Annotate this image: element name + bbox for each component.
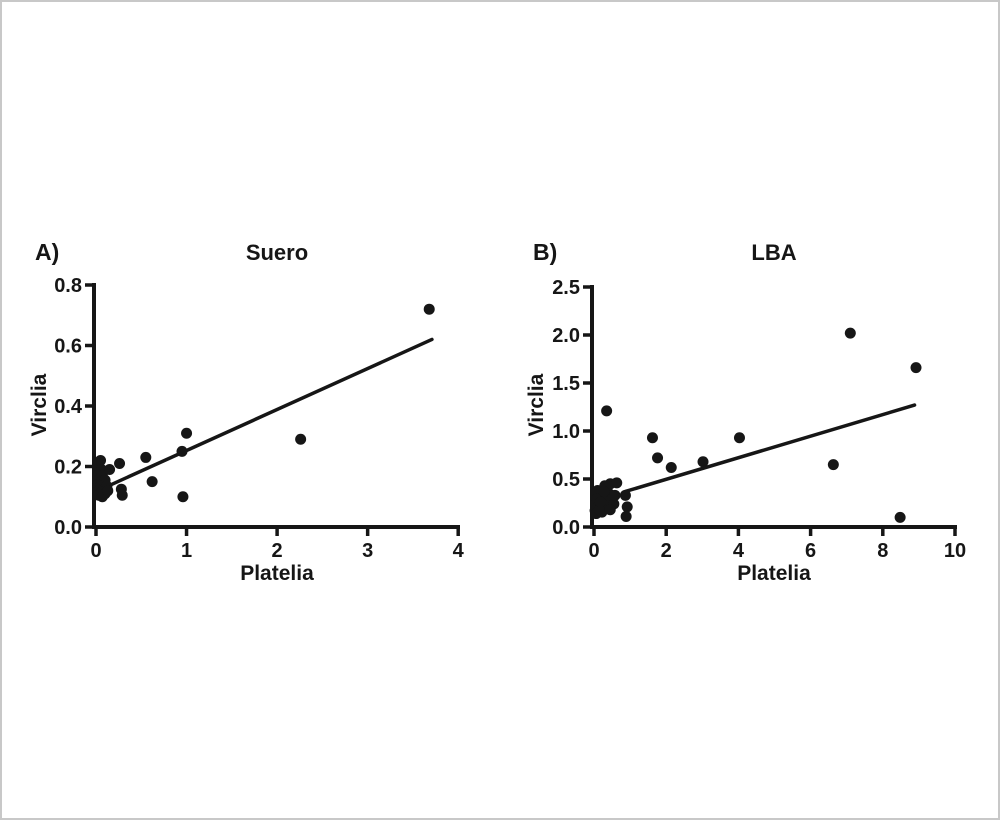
y-axis-label: Virclia xyxy=(525,373,548,436)
data-point xyxy=(140,451,152,463)
data-point xyxy=(95,454,107,466)
y-axis-label: Virclia xyxy=(28,373,51,436)
x-tick-label: 3 xyxy=(362,540,373,562)
chart-title: LBA xyxy=(751,240,796,265)
y-tick-label: 2.5 xyxy=(552,277,580,299)
x-tick-label: 4 xyxy=(733,540,745,562)
x-tick-label: 2 xyxy=(661,540,672,562)
data-point xyxy=(611,477,623,489)
data-point xyxy=(620,510,632,522)
y-tick-label: 0.2 xyxy=(54,457,82,479)
plot-area: 0 1 2 3 4 0.0 0.2 0.4 0.6 0.8 xyxy=(54,275,464,562)
y-tick-label: 1.0 xyxy=(552,421,580,443)
panel-a: A) Suero Platelia Virclia 0 1 2 3 4 0.0 0.2 0.4… xyxy=(22,227,492,597)
x-tick-label: 2 xyxy=(272,540,283,562)
y-tick-label: 0.6 xyxy=(54,336,82,358)
y-tick-label: 2.0 xyxy=(552,325,580,347)
data-point xyxy=(594,496,606,508)
x-axis-label: Platelia xyxy=(737,562,811,585)
data-point xyxy=(598,485,610,497)
data-point xyxy=(176,445,188,457)
fit-line xyxy=(623,403,917,494)
y-tick-label: 0.0 xyxy=(54,517,82,539)
data-point xyxy=(652,452,664,464)
y-tick-label: 0.0 xyxy=(552,517,580,539)
panel-a-chart: A) Suero Platelia Virclia 0 1 2 3 4 0.0 0.2 0.4… xyxy=(28,239,465,585)
y-tick-label: 0.8 xyxy=(54,275,82,297)
data-point xyxy=(181,427,193,439)
panel-b: B) LBA Platelia Virclia 0 2 4 6 8 10 0.0 0.5 1.0… xyxy=(502,227,982,597)
y-tick-label: 0.4 xyxy=(54,396,83,418)
x-tick-label: 4 xyxy=(453,540,465,562)
x-axis-label: Platelia xyxy=(240,562,314,585)
data-point xyxy=(619,489,631,501)
data-point xyxy=(697,456,709,468)
plot-area: 0 2 4 6 8 10 0.0 0.5 1.0 1.5 2.0 2.5 xyxy=(552,277,966,562)
data-point xyxy=(827,459,839,471)
data-point xyxy=(116,489,128,501)
data-point xyxy=(114,457,126,469)
data-point xyxy=(733,432,745,444)
x-tick-label: 6 xyxy=(805,540,816,562)
fit-line xyxy=(106,337,434,488)
x-tick-label: 0 xyxy=(588,540,599,562)
data-point xyxy=(604,504,616,516)
data-point xyxy=(665,461,677,473)
data-point xyxy=(646,432,658,444)
data-point xyxy=(146,476,158,488)
x-tick-label: 8 xyxy=(877,540,888,562)
data-point xyxy=(910,362,922,374)
data-point xyxy=(894,511,906,523)
data-point xyxy=(609,489,621,501)
panel-letter: A) xyxy=(35,239,59,265)
y-tick-label: 1.5 xyxy=(552,373,580,395)
data-point xyxy=(102,485,114,497)
panel-letter: B) xyxy=(533,239,557,265)
y-tick-label: 0.5 xyxy=(552,469,580,491)
panel-b-chart: B) LBA Platelia Virclia 0 2 4 6 8 10 0.0 0.5 1.0… xyxy=(525,239,966,585)
data-point xyxy=(295,433,307,445)
chart-title: Suero xyxy=(246,240,308,265)
x-tick-label: 0 xyxy=(90,540,101,562)
data-point xyxy=(423,303,435,315)
data-point xyxy=(844,327,856,339)
data-point xyxy=(601,405,613,417)
data-point xyxy=(104,464,116,476)
x-tick-label: 1 xyxy=(181,540,192,562)
x-tick-label: 10 xyxy=(944,540,966,562)
data-point xyxy=(621,501,633,513)
data-point xyxy=(177,491,189,503)
